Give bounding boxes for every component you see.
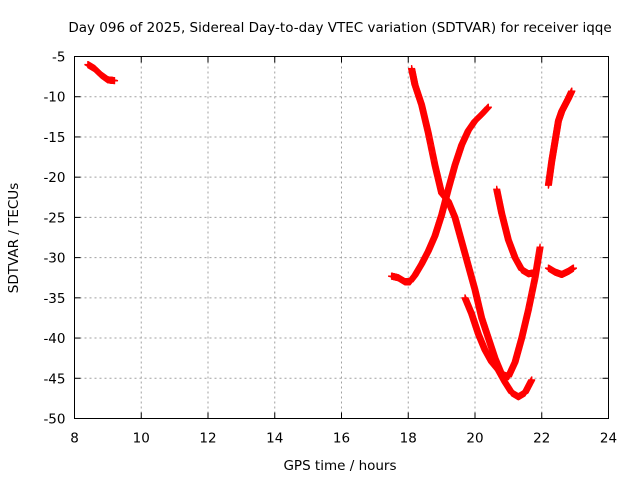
x-tick-label: 14 xyxy=(266,431,283,447)
y-tick-label: -50 xyxy=(43,412,65,428)
data-series-6 xyxy=(545,88,575,189)
x-tick-label: 18 xyxy=(400,431,417,447)
x-tick-label: 16 xyxy=(333,431,350,447)
y-axis-label: SDTVAR / TECUs xyxy=(6,183,22,293)
x-tick-label: 10 xyxy=(133,431,150,447)
y-tick-label: -15 xyxy=(43,130,65,146)
data-series-5 xyxy=(493,186,538,277)
x-tick-label: 12 xyxy=(199,431,216,447)
y-axis: -5 -10 -15 -20 -25 -30 -35 -40 -45 -50 xyxy=(43,50,608,428)
y-tick-label: -5 xyxy=(52,50,65,66)
y-tick-label: -10 xyxy=(43,90,65,106)
y-tick-label: -35 xyxy=(43,291,65,307)
y-tick-label: -20 xyxy=(43,170,65,186)
chart-title: Day 096 of 2025, Sidereal Day-to-day VTE… xyxy=(68,20,611,36)
y-tick-label: -25 xyxy=(43,210,65,226)
x-axis-label: GPS time / hours xyxy=(283,458,396,474)
data-points xyxy=(84,61,577,400)
x-tick-label: 24 xyxy=(600,431,617,447)
x-tick-label: 22 xyxy=(533,431,550,447)
x-tick-label: 20 xyxy=(466,431,483,447)
y-tick-label: -30 xyxy=(43,251,65,267)
grid xyxy=(75,57,609,419)
data-series-1 xyxy=(84,61,118,84)
data-series-7 xyxy=(545,265,577,278)
y-tick-label: -40 xyxy=(43,331,65,347)
x-tick-label: 8 xyxy=(70,431,79,447)
data-series-4 xyxy=(461,294,535,400)
y-tick-label: -45 xyxy=(43,371,65,387)
x-axis: 8 10 12 14 16 18 20 22 24 xyxy=(70,57,617,447)
